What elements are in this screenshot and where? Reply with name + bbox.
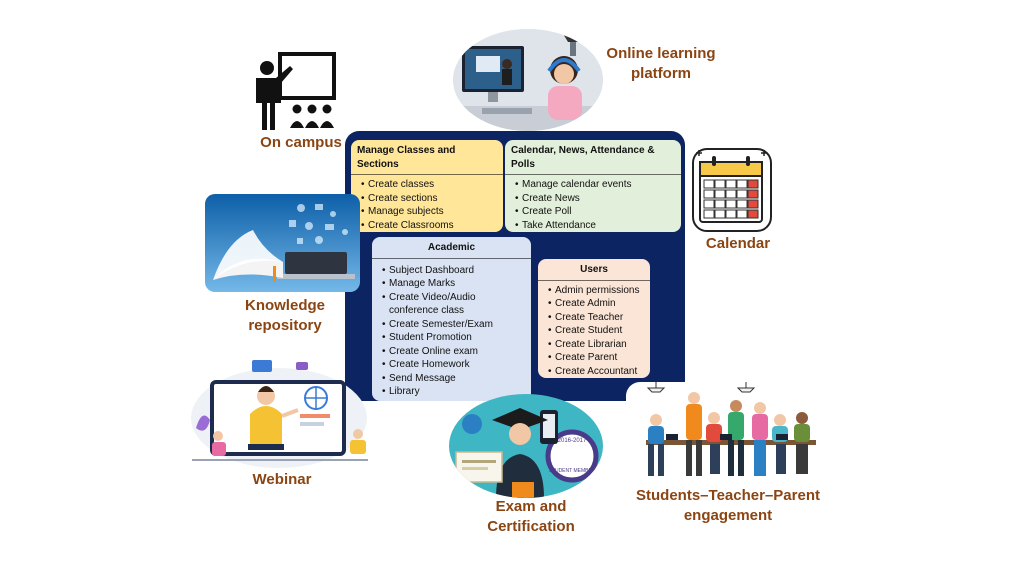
list-item: Manage calendar events: [515, 178, 677, 192]
badge-year: 2016-2017: [558, 438, 587, 444]
calendar-label: Calendar: [705, 235, 771, 252]
on-campus-label: On campus: [260, 134, 342, 151]
users-title: Users: [538, 259, 650, 281]
exam-certification-label: Exam and Certification: [466, 497, 596, 537]
calendar-icon: [692, 148, 772, 232]
list-item: Create Parent: [548, 351, 646, 365]
exam-label-line1: Exam and: [495, 498, 567, 515]
knowledge-label-line2: repository: [248, 317, 322, 334]
list-item: Create Accountant: [548, 365, 646, 379]
list-item: Create News: [515, 192, 677, 206]
online-learning-photo: [453, 29, 603, 131]
list-item: Create sections: [361, 192, 499, 206]
list-item: Manage subjects: [361, 205, 499, 219]
list-item: Create Classrooms: [361, 219, 499, 233]
list-item: Create Student: [548, 324, 646, 338]
calendar-news-list: Manage calendar events Create News Creat…: [505, 178, 681, 232]
calendar-news-title: Calendar, News, Attendance & Polls: [505, 140, 681, 175]
academic-list: Subject Dashboard Manage Marks Create Vi…: [372, 264, 531, 399]
engagement-label-line2: engagement: [683, 507, 773, 524]
knowledge-label-line1: Knowledge: [244, 297, 325, 314]
list-item: Student Promotion: [382, 331, 527, 345]
online-learning-label-line2: platform: [631, 65, 691, 82]
list-item: Take Attendance: [515, 219, 677, 233]
list-item: Manage Marks: [382, 277, 527, 291]
teacher-board-icon: [256, 52, 336, 130]
manage-classes-title: Manage Classes and Sections: [351, 140, 503, 175]
list-item: Library: [382, 385, 527, 399]
list-item: Create Homework: [382, 358, 527, 372]
academic-card: Academic Subject Dashboard Manage Marks …: [372, 237, 531, 401]
list-item: Send Message: [382, 372, 527, 386]
academic-title: Academic: [372, 237, 531, 259]
graduate-certificate-illustration: 2016-2017 STUDENT MEMBER: [449, 394, 603, 498]
list-item: Create Admin: [548, 297, 646, 311]
engagement-label: Students–Teacher–Parent engagement: [626, 486, 830, 526]
manage-classes-list: Create classes Create sections Manage su…: [351, 178, 503, 232]
calendar-news-card: Calendar, News, Attendance & Polls Manag…: [505, 140, 681, 232]
book-laptop-illustration: [205, 194, 360, 292]
users-list: Admin permissions Create Admin Create Te…: [538, 284, 650, 379]
list-item: Subject Dashboard: [382, 264, 527, 278]
webinar-illustration: [191, 360, 368, 468]
users-card: Users Admin permissions Create Admin Cre…: [538, 259, 650, 378]
list-item: Create classes: [361, 178, 499, 192]
list-item: Create Teacher: [548, 311, 646, 325]
team-meeting-illustration: [626, 382, 830, 486]
online-learning-label: Online learning platform: [596, 44, 726, 84]
webinar-label: Webinar: [252, 471, 312, 488]
knowledge-repository-label: Knowledge repository: [222, 296, 348, 336]
manage-classes-card: Manage Classes and Sections Create class…: [351, 140, 503, 232]
list-item: Create Poll: [515, 205, 677, 219]
list-item: Create Semester/Exam: [382, 318, 527, 332]
badge-caption: STUDENT MEMBER: [549, 468, 596, 474]
list-item: Create Video/Audio conference class: [382, 291, 527, 318]
list-item: Create Online exam: [382, 345, 527, 359]
online-learning-label-line1: Online learning: [606, 45, 716, 62]
exam-label-line2: Certification: [487, 518, 575, 535]
list-item: Create Librarian: [548, 338, 646, 352]
engagement-label-line1: Students–Teacher–Parent: [636, 487, 820, 504]
list-item: Admin permissions: [548, 284, 646, 298]
